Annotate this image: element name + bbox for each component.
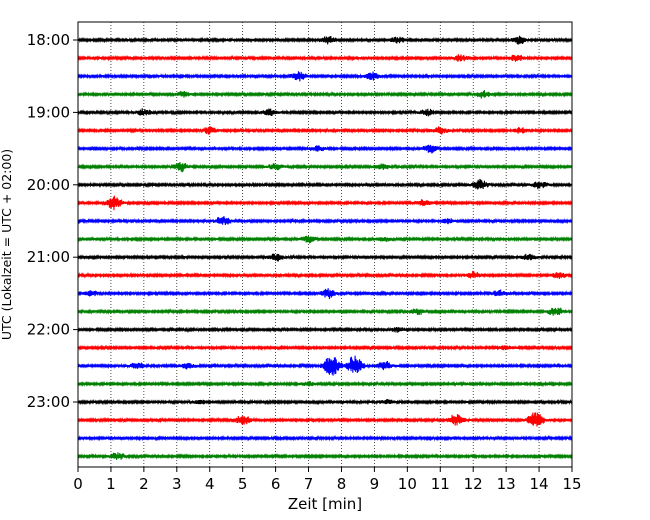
trace-2200 bbox=[77, 326, 573, 333]
y-axis-ticks: 18:00 19:00 20:00 21:00 22:00 23:00 bbox=[27, 31, 78, 411]
x-tick-label: 3 bbox=[172, 475, 182, 493]
x-tick-label: 2 bbox=[139, 475, 149, 493]
trace-1915 bbox=[77, 126, 573, 135]
trace-1800 bbox=[77, 35, 573, 45]
x-tick-label: 11 bbox=[431, 475, 450, 493]
y-tick-label: 19:00 bbox=[27, 103, 70, 121]
y-tick-label: 23:00 bbox=[27, 393, 70, 411]
plot-frame bbox=[77, 21, 573, 468]
x-tick-label: 10 bbox=[398, 475, 417, 493]
trace-2315 bbox=[77, 412, 573, 427]
trace-1945 bbox=[77, 161, 573, 173]
trace-2145 bbox=[77, 307, 573, 316]
trace-2345 bbox=[77, 452, 573, 460]
x-tick-label: 5 bbox=[238, 475, 248, 493]
x-tick-label: 0 bbox=[73, 475, 83, 493]
y-tick-label: 18:00 bbox=[27, 31, 70, 49]
trace-2045 bbox=[77, 235, 573, 244]
trace-2245 bbox=[77, 380, 573, 388]
x-tick-label: 7 bbox=[304, 475, 314, 493]
trace-2100 bbox=[77, 253, 573, 262]
x-tick-label: 8 bbox=[337, 475, 347, 493]
trace-2330 bbox=[77, 434, 573, 442]
vertical-grid bbox=[110, 22, 540, 467]
trace-2130 bbox=[77, 288, 573, 300]
traces bbox=[77, 35, 573, 460]
trace-2000 bbox=[77, 178, 573, 190]
trace-1900 bbox=[77, 108, 573, 117]
trace-1845 bbox=[77, 90, 573, 99]
trace-1930 bbox=[77, 144, 573, 154]
trace-2230 bbox=[77, 355, 573, 376]
trace-2030 bbox=[77, 216, 573, 225]
y-tick-label: 22:00 bbox=[27, 321, 70, 339]
x-tick-label: 4 bbox=[205, 475, 215, 493]
trace-1830 bbox=[77, 71, 573, 82]
x-tick-label: 6 bbox=[271, 475, 281, 493]
x-tick-label: 1 bbox=[106, 475, 116, 493]
x-axis-ticks: 0 1 2 3 4 5 6 7 8 9 10 11 12 13 14 15 bbox=[73, 467, 582, 493]
trace-2015 bbox=[77, 195, 573, 211]
y-axis-label: UTC (Lokalzeit = UTC + 02:00) bbox=[0, 149, 14, 340]
x-tick-label: 13 bbox=[497, 475, 516, 493]
y-tick-label: 20:00 bbox=[27, 176, 70, 194]
x-tick-label: 14 bbox=[530, 475, 549, 493]
x-tick-label: 15 bbox=[562, 475, 581, 493]
x-tick-label: 12 bbox=[464, 475, 483, 493]
x-axis-label: Zeit [min] bbox=[288, 495, 362, 513]
trace-1815 bbox=[77, 54, 573, 62]
trace-2300 bbox=[77, 398, 573, 406]
trace-2215 bbox=[77, 344, 573, 352]
y-tick-label: 21:00 bbox=[27, 248, 70, 266]
trace-2115 bbox=[77, 270, 573, 279]
x-tick-label: 9 bbox=[370, 475, 380, 493]
